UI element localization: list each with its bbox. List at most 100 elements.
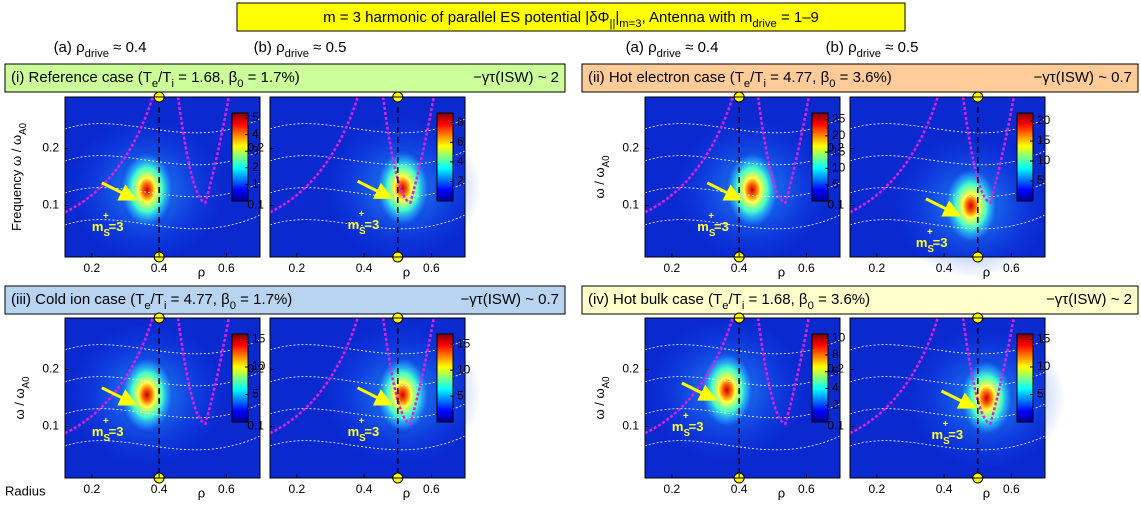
colorbar-tick-label: 10 <box>1037 153 1051 167</box>
magenta-curve <box>64 96 231 214</box>
mode-label-sup: + <box>103 415 109 426</box>
heatmap-hotspot <box>374 354 431 435</box>
colorbar-tick-label: 10 <box>832 330 846 344</box>
mode-label-rest: =3 <box>109 424 124 439</box>
colorbar-tick-label: 10 <box>457 362 471 376</box>
x-axis-label: ρ <box>403 264 410 279</box>
text-part: = 3.6%) <box>814 291 870 308</box>
colorbar-tick-label: 6 <box>457 135 464 149</box>
mode-label-sub: S <box>103 433 110 444</box>
y-axis-label: ω / ωA0 <box>592 376 612 420</box>
x-tick-label: 0.6 <box>423 482 440 496</box>
mode-label: mS +=3 <box>348 415 380 444</box>
text-part: (iii) Cold ion case (T <box>11 291 144 308</box>
y-tick-label: 0.2 <box>247 141 264 155</box>
title-box <box>236 2 906 32</box>
column-header: (a) ρdrive ≈ 0.4 <box>626 39 719 60</box>
x-tick-label: 0.4 <box>731 261 748 275</box>
magenta-curve <box>269 317 436 435</box>
text-part: = 1.68, β <box>174 69 238 86</box>
colorbar-tick-label: 8 <box>457 115 464 129</box>
continuum-curve <box>269 214 466 230</box>
heatmap-hotspot <box>118 149 175 230</box>
y-tick-label: 0.2 <box>622 141 639 155</box>
plot-frame <box>644 317 841 479</box>
text-part: /T <box>158 69 171 86</box>
x-tick-label: 0.6 <box>798 482 815 496</box>
subscript: e <box>722 300 728 312</box>
text-part: = 1–9 <box>777 9 819 26</box>
colorbar-tick-label: 15 <box>252 332 266 346</box>
colorbar-tick-label: 4 <box>832 381 839 395</box>
mode-label-sub: S <box>943 436 950 447</box>
mode-label-sub: S <box>683 428 690 439</box>
colorbar-tick-label: 5 <box>832 177 839 191</box>
continuum-curve <box>849 435 1046 451</box>
subscript: e <box>744 78 750 90</box>
y-tick-label: 0.1 <box>827 198 844 212</box>
y-tick-label: 0.1 <box>42 198 59 212</box>
colorbar-tick-label: 15 <box>1037 133 1051 147</box>
mode-label-sup: + <box>708 210 714 221</box>
heatmap-hotspot <box>118 354 175 435</box>
subscript: 0 <box>829 78 835 90</box>
colorbar-tick-label: 2 <box>252 160 259 174</box>
y-tick-label: 0.2 <box>827 362 844 376</box>
text-part: ≈ 0.5 <box>309 39 346 56</box>
colorbar-tick-label: 15 <box>1037 332 1051 346</box>
colorbar-tick-label: 3 <box>252 143 259 157</box>
x-axis-label: ρ <box>198 264 205 279</box>
colorbar-tick-label: 8 <box>832 347 839 361</box>
panel-header: (ii) Hot electron case (Te/Ti = 4.77, β0… <box>588 69 892 90</box>
mode-label: mS +=3 <box>916 226 948 255</box>
colorbar <box>231 333 249 423</box>
subscript: A0 <box>21 376 32 389</box>
text-part: (a) ρ <box>54 39 85 56</box>
subscript: e <box>152 78 158 90</box>
subscript: drive <box>857 48 881 60</box>
subscript: 0 <box>808 300 814 312</box>
mode-label-sup: + <box>103 210 109 221</box>
magenta-curve <box>64 317 231 435</box>
text-part: (i) Reference case (T <box>11 69 152 86</box>
text-part: | <box>615 9 619 26</box>
growth-rate: −γτ(ISW) ~ 2 <box>473 69 559 86</box>
y-tick-label: 0.1 <box>247 198 264 212</box>
y-tick-label: 0.2 <box>827 141 844 155</box>
text-part: (b) ρ <box>254 39 285 56</box>
x-tick-label: 0.6 <box>1003 482 1020 496</box>
subscript: A0 <box>601 155 612 168</box>
y-tick-label: 0.2 <box>622 362 639 376</box>
mode-label-base: m <box>348 424 360 439</box>
colorbar-tick-label: 5 <box>252 387 259 401</box>
mode-label-rest: =3 <box>948 427 963 442</box>
mode-label-rest: =3 <box>364 424 379 439</box>
subscript: 0 <box>230 300 236 312</box>
x-tick-label: 0.4 <box>356 482 373 496</box>
text-part: , Antenna with m <box>641 9 752 26</box>
colorbar-tick-label: 6 <box>832 364 839 378</box>
colorbar-tick-label: 15 <box>457 337 471 351</box>
colorbar <box>811 112 829 202</box>
mode-label-base: m <box>672 419 684 434</box>
mode-label-sup: + <box>359 415 365 426</box>
colorbar <box>231 112 249 202</box>
mode-label-rest: =3 <box>689 419 704 434</box>
mode-label-base: m <box>916 235 928 250</box>
continuum-curve <box>644 214 841 230</box>
colorbar-tick-label: 5 <box>252 110 259 124</box>
panel-header-box <box>4 285 566 315</box>
mode-label-sup: + <box>359 209 365 220</box>
mode-arrow <box>356 386 393 406</box>
panel-header-box <box>4 63 566 93</box>
y-tick-label: 0.2 <box>42 362 59 376</box>
text-part: (a) ρ <box>626 39 657 56</box>
mode-arrow <box>925 197 962 217</box>
colorbar-tick-label: 2 <box>457 174 464 188</box>
subscript: i <box>742 300 745 312</box>
x-tick-label: 0.4 <box>731 482 748 496</box>
mode-arrow <box>356 179 393 199</box>
x-tick-label: 0.6 <box>218 482 235 496</box>
panel-header-box <box>581 63 1139 93</box>
